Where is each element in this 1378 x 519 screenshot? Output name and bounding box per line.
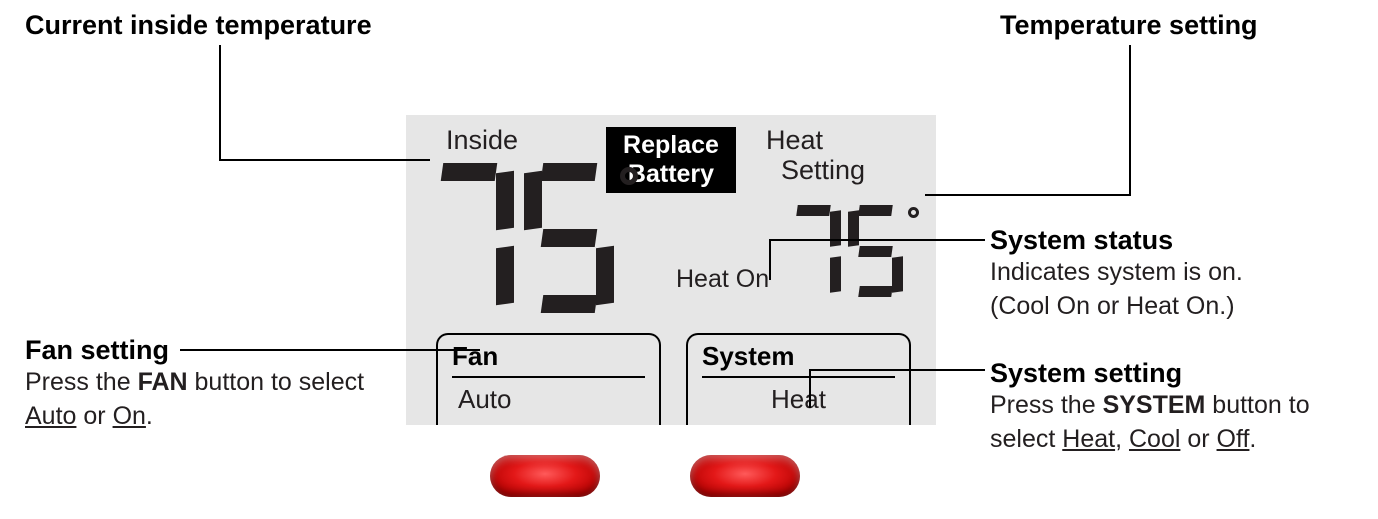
fan-box-divider [452,376,645,378]
callout-system-setting: System setting Press the SYSTEM button t… [990,358,1370,457]
setting-temp-digit-0 [786,205,841,297]
txt: or [1180,425,1216,453]
setting-temp-digit-1 [848,205,903,297]
callout-system-status-body1: Indicates system is on. [990,256,1360,290]
txt: , [1115,425,1129,453]
opt-auto: Auto [25,402,76,430]
callout-fan-setting-title: Fan setting [25,335,385,366]
callout-system-setting-title: System setting [990,358,1370,389]
opt-heat: Heat [1062,425,1115,453]
setting-temp-degree-icon [908,207,919,218]
txt: . [1249,425,1256,453]
fan-box: Fan Auto [436,333,661,425]
callout-fan-setting: Fan setting Press the FAN button to sele… [25,335,385,434]
callout-fan-setting-body: Press the FAN button to select Auto or O… [25,366,385,434]
callout-system-status: System status Indicates system is on. (C… [990,225,1360,324]
system-status-text: Heat On [676,265,769,294]
system-box-value: Heat [702,384,895,415]
txt: or [76,402,112,430]
system-box: System Heat [686,333,911,425]
fan-bold: FAN [138,368,188,396]
txt: . [146,402,153,430]
system-box-divider [702,376,895,378]
inside-temp-digit-1 [524,163,614,313]
opt-on: On [113,402,146,430]
inside-label: Inside [446,125,518,156]
fan-box-value: Auto [452,384,645,415]
callout-top-left-title: Current inside temperature [25,10,372,41]
heat-label-2: Setting [781,155,865,186]
txt: Press the [25,368,138,396]
callout-system-status-title: System status [990,225,1360,256]
fan-box-title: Fan [452,341,645,372]
opt-off: Off [1217,425,1250,453]
heat-label-1: Heat [766,125,823,156]
callout-top-right-title: Temperature setting [1000,10,1258,41]
txt: button to select [188,368,365,396]
thermostat-lcd: Inside Replace Battery Heat Setting Heat… [406,115,936,425]
txt: Press the [990,391,1103,419]
system-button[interactable] [690,455,800,497]
system-bold: SYSTEM [1103,391,1206,419]
inside-temp-degree-icon [620,167,638,185]
inside-temp-digit-0 [424,163,514,313]
fan-button[interactable] [490,455,600,497]
replace-battery-line1: Replace [616,131,726,160]
opt-cool: Cool [1129,425,1180,453]
callout-system-status-body2: (Cool On or Heat On.) [990,290,1360,324]
system-box-title: System [702,341,895,372]
callout-system-setting-body: Press the SYSTEM button to select Heat, … [990,389,1370,457]
